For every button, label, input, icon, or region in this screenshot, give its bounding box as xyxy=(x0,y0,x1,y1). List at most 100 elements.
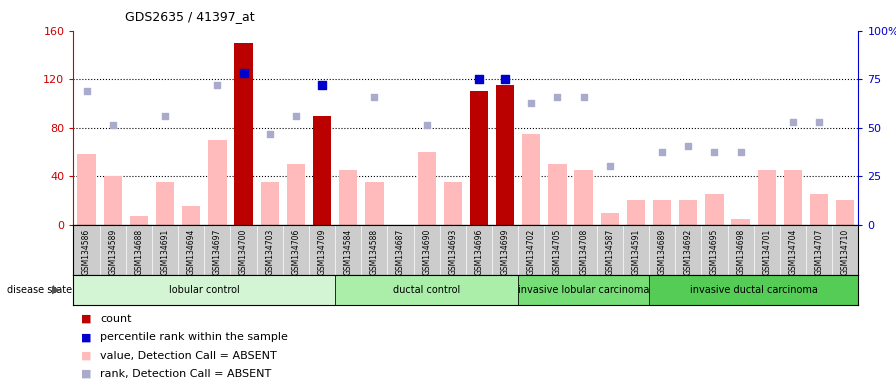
Text: lobular control: lobular control xyxy=(169,285,239,295)
Text: GSM134588: GSM134588 xyxy=(370,228,379,275)
Bar xyxy=(235,43,253,225)
Text: ▶: ▶ xyxy=(53,285,61,295)
Point xyxy=(681,143,695,149)
Text: GSM134703: GSM134703 xyxy=(265,228,274,275)
Point xyxy=(576,94,590,101)
Text: ■: ■ xyxy=(81,351,91,361)
Point xyxy=(655,149,669,155)
Text: GSM134690: GSM134690 xyxy=(422,228,431,275)
Text: GSM134688: GSM134688 xyxy=(134,228,143,275)
Text: ductal control: ductal control xyxy=(393,285,461,295)
Bar xyxy=(496,85,514,225)
FancyBboxPatch shape xyxy=(518,275,649,305)
Bar xyxy=(418,152,435,225)
Bar xyxy=(522,134,540,225)
Text: GSM134699: GSM134699 xyxy=(501,228,510,275)
Text: GSM134702: GSM134702 xyxy=(527,228,536,275)
Bar xyxy=(679,200,697,225)
Bar xyxy=(130,216,148,225)
Text: GSM134697: GSM134697 xyxy=(213,228,222,275)
Bar xyxy=(758,170,776,225)
Point xyxy=(472,76,487,82)
Text: ■: ■ xyxy=(81,332,91,342)
Bar xyxy=(836,200,855,225)
Text: GSM134705: GSM134705 xyxy=(553,228,562,275)
Text: GSM134591: GSM134591 xyxy=(632,228,641,275)
Bar xyxy=(287,164,305,225)
Text: GSM134694: GSM134694 xyxy=(186,228,195,275)
Point xyxy=(707,149,721,155)
Bar xyxy=(339,170,358,225)
Text: GSM134698: GSM134698 xyxy=(737,228,745,275)
FancyBboxPatch shape xyxy=(73,275,335,305)
Text: rank, Detection Call = ABSENT: rank, Detection Call = ABSENT xyxy=(100,369,271,379)
Text: GSM134695: GSM134695 xyxy=(710,228,719,275)
Point xyxy=(734,149,748,155)
Point xyxy=(550,94,564,101)
Text: GSM134687: GSM134687 xyxy=(396,228,405,275)
Text: GSM134589: GSM134589 xyxy=(108,228,117,275)
Bar xyxy=(784,170,802,225)
Text: GSM134691: GSM134691 xyxy=(160,228,169,275)
Point xyxy=(524,100,538,106)
Point xyxy=(237,70,251,76)
Text: count: count xyxy=(100,314,132,324)
Bar xyxy=(810,194,828,225)
Point xyxy=(812,119,826,125)
Text: GSM134586: GSM134586 xyxy=(82,228,91,275)
Point xyxy=(603,164,617,170)
Text: GSM134692: GSM134692 xyxy=(684,228,693,275)
FancyBboxPatch shape xyxy=(335,275,518,305)
Text: invasive ductal carcinoma: invasive ductal carcinoma xyxy=(690,285,818,295)
Text: GDS2635 / 41397_at: GDS2635 / 41397_at xyxy=(125,10,255,23)
Point xyxy=(211,82,225,88)
Text: GSM134708: GSM134708 xyxy=(579,228,588,275)
Text: invasive lobular carcinoma: invasive lobular carcinoma xyxy=(518,285,650,295)
Text: GSM134707: GSM134707 xyxy=(814,228,823,275)
Bar xyxy=(104,176,122,225)
Text: ■: ■ xyxy=(81,369,91,379)
Bar xyxy=(470,91,488,225)
Text: GSM134689: GSM134689 xyxy=(658,228,667,275)
Text: GSM134584: GSM134584 xyxy=(344,228,353,275)
Point xyxy=(106,122,120,128)
Point xyxy=(263,131,277,137)
Text: GSM134693: GSM134693 xyxy=(448,228,457,275)
Bar xyxy=(705,194,724,225)
Bar xyxy=(548,164,566,225)
Bar xyxy=(261,182,279,225)
Text: GSM134696: GSM134696 xyxy=(475,228,484,275)
Bar xyxy=(77,154,96,225)
Point xyxy=(314,82,329,88)
Point xyxy=(498,76,513,82)
Bar xyxy=(600,212,619,225)
Bar xyxy=(208,140,227,225)
Text: ■: ■ xyxy=(81,314,91,324)
Text: GSM134709: GSM134709 xyxy=(317,228,326,275)
Bar xyxy=(444,182,462,225)
Bar xyxy=(366,182,383,225)
Point xyxy=(419,122,434,128)
Text: GSM134704: GSM134704 xyxy=(788,228,797,275)
Text: disease state: disease state xyxy=(7,285,73,295)
Point xyxy=(289,113,303,119)
Bar xyxy=(653,200,671,225)
Text: GSM134701: GSM134701 xyxy=(762,228,771,275)
Bar xyxy=(627,200,645,225)
Point xyxy=(786,119,800,125)
Text: GSM134587: GSM134587 xyxy=(606,228,615,275)
Text: GSM134700: GSM134700 xyxy=(239,228,248,275)
Point xyxy=(80,88,94,94)
Bar xyxy=(731,218,750,225)
Bar xyxy=(574,170,593,225)
Bar xyxy=(313,116,332,225)
Text: value, Detection Call = ABSENT: value, Detection Call = ABSENT xyxy=(100,351,277,361)
Text: percentile rank within the sample: percentile rank within the sample xyxy=(100,332,289,342)
Text: GSM134710: GSM134710 xyxy=(840,228,849,275)
FancyBboxPatch shape xyxy=(649,275,858,305)
Bar xyxy=(182,207,201,225)
Bar xyxy=(156,182,174,225)
Point xyxy=(158,113,172,119)
Point xyxy=(367,94,382,101)
Text: GSM134706: GSM134706 xyxy=(291,228,300,275)
